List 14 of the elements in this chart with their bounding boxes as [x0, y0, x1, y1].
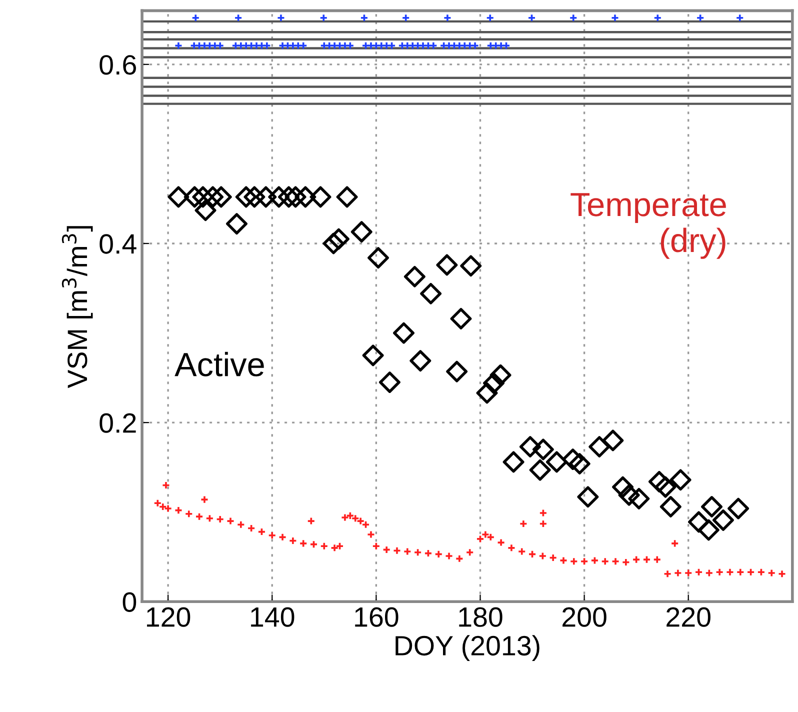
y-tick-label: 0: [122, 592, 136, 612]
x-tick-label: 180: [459, 607, 502, 627]
annotation: Active: [174, 352, 264, 376]
annotation: Temperate (dry): [570, 193, 726, 259]
x-axis-title: DOY (2013): [396, 635, 540, 662]
y-tick-label: 0.2: [100, 413, 136, 433]
x-tick-label: 120: [147, 607, 190, 627]
y-axis-title: VSM [m$^{3}$/m$^{3}$]: [62, 226, 93, 388]
x-tick-label: 140: [251, 607, 294, 627]
y-tick-label: 0.4: [100, 234, 136, 254]
y-tick-label: 0.6: [100, 55, 136, 75]
x-tick-label: 220: [666, 607, 710, 627]
x-tick-label: 200: [562, 607, 606, 627]
x-tick-label: 160: [355, 607, 398, 627]
